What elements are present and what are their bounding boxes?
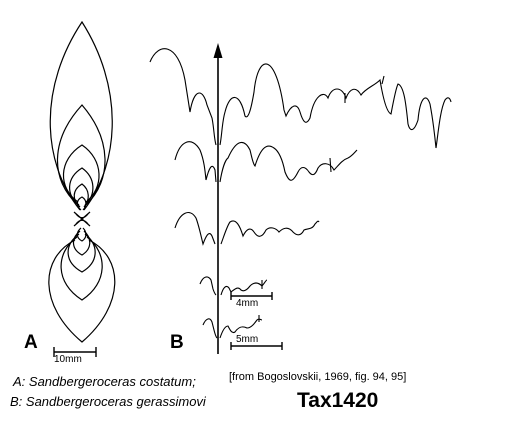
whorl-upper-2 [56, 104, 106, 206]
suture-axis [213, 43, 223, 354]
suture-line-1-ticks [344, 75, 385, 103]
scale-bar-shell [53, 347, 97, 357]
whorl-upper-3 [62, 144, 100, 203]
whorl-upper-4 [69, 167, 94, 206]
whorl-upper-5 [73, 183, 89, 208]
suture-line-5 [202, 318, 263, 339]
panel-label-a: A [24, 332, 38, 353]
suture-line-3 [174, 212, 320, 246]
suture-line-2-ticks [329, 157, 332, 173]
scale-label-shell: 10mm [54, 354, 82, 365]
scale-bar-suture-lower [230, 342, 283, 350]
whorl-lower-3 [60, 236, 103, 301]
panel-label-b: B [170, 332, 184, 353]
whorl-lower-4 [67, 233, 96, 273]
whorl-upper-6 [76, 196, 87, 211]
scale-label-suture-upper: 4mm [236, 298, 259, 309]
caption-b: B: Sandbergeroceras gerassimovi [10, 394, 206, 409]
taxon-id: Tax1420 [297, 389, 379, 412]
shell-cross-section [48, 20, 116, 343]
suture-line-4 [199, 276, 268, 296]
suture-line-1 [149, 48, 452, 149]
suture-line-2 [174, 141, 358, 183]
scale-label-suture-lower: 5mm [236, 334, 259, 345]
source-citation: [from Bogoslovskii, 1969, fig. 94, 95] [229, 371, 407, 383]
whorl-lower-5 [72, 230, 91, 256]
umbilicus [73, 211, 91, 227]
scale-bar-suture-upper [230, 292, 273, 300]
suture-lines [149, 48, 452, 339]
caption-a: A: Sandbergeroceras costatum; [13, 374, 196, 389]
outer-whorl-upper [49, 20, 113, 211]
outer-whorl-lower [48, 239, 116, 343]
